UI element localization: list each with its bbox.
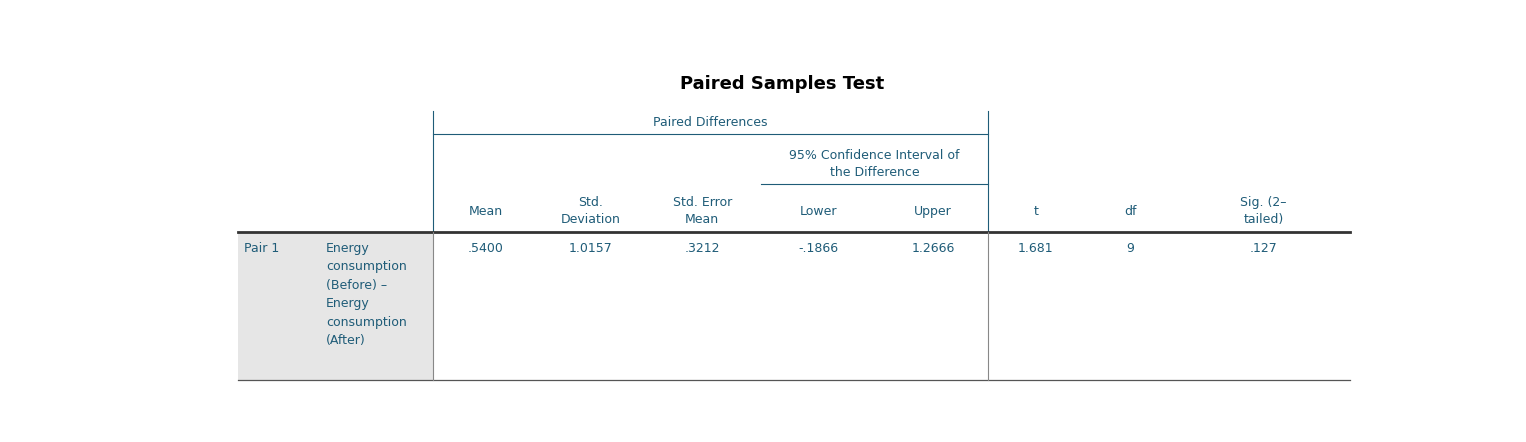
Text: Std.
Deviation: Std. Deviation — [562, 196, 621, 226]
Text: Paired Differences: Paired Differences — [653, 116, 768, 130]
Text: Std. Error
Mean: Std. Error Mean — [673, 196, 732, 226]
Text: Upper: Upper — [914, 205, 952, 218]
Text: 1.681: 1.681 — [1018, 242, 1053, 255]
Text: 95% Confidence Interval of
the Difference: 95% Confidence Interval of the Differenc… — [789, 149, 960, 179]
FancyBboxPatch shape — [238, 232, 432, 380]
Text: 1.0157: 1.0157 — [569, 242, 613, 255]
Text: Energy
consumption
(Before) –
Energy
consumption
(After): Energy consumption (Before) – Energy con… — [327, 242, 406, 347]
Text: .3212: .3212 — [685, 242, 720, 255]
Text: Pair 1: Pair 1 — [244, 242, 279, 255]
Text: .5400: .5400 — [467, 242, 504, 255]
Text: df: df — [1125, 205, 1137, 218]
Text: Sig. (2–
tailed): Sig. (2– tailed) — [1241, 196, 1286, 226]
Text: 1.2666: 1.2666 — [911, 242, 955, 255]
Text: t: t — [1033, 205, 1038, 218]
Text: .127: .127 — [1250, 242, 1277, 255]
Text: 9: 9 — [1126, 242, 1134, 255]
Text: Paired Samples Test: Paired Samples Test — [681, 75, 884, 93]
Text: Lower: Lower — [800, 205, 838, 218]
Text: Mean: Mean — [468, 205, 502, 218]
Text: -.1866: -.1866 — [798, 242, 839, 255]
